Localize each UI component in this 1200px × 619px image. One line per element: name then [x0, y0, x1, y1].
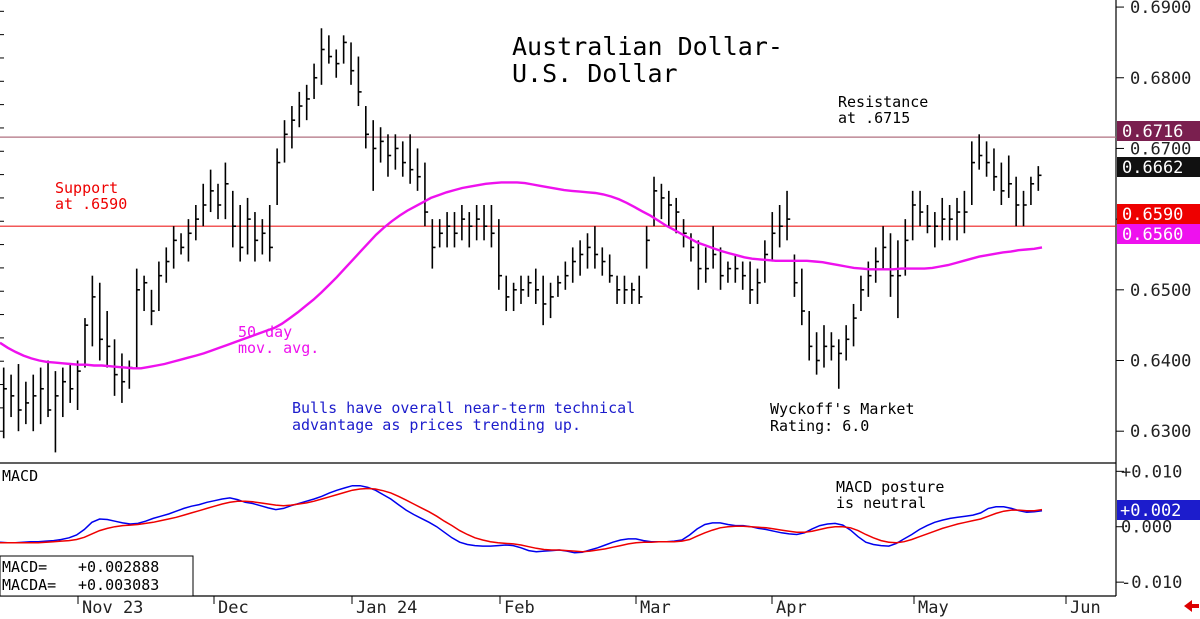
left-arrow-icon[interactable]: [1184, 600, 1199, 612]
moving-average-line: [0, 181, 1043, 370]
price-y-tick-label: 0.6400: [1130, 352, 1191, 372]
last-tag: [1117, 157, 1200, 177]
x-tick-label: Apr: [776, 598, 807, 618]
chart-subtitle: U.S. Dollar: [512, 59, 678, 88]
last-tag-label: 0.6662: [1122, 158, 1183, 178]
x-tick-label: May: [918, 598, 949, 618]
x-tick-label: Feb: [504, 598, 535, 618]
x-tick-label: Nov 23: [82, 598, 143, 618]
macd-value-tag: +0.002: [1117, 500, 1200, 521]
50-day-tag: [1117, 224, 1200, 244]
price-y-tick-label: 0.6800: [1130, 69, 1191, 89]
price-bars: [2, 28, 1042, 453]
macd-readout-value: +0.002888: [78, 558, 159, 576]
support-tag: [1117, 204, 1200, 224]
price-y-tick-label: 0.6700: [1130, 139, 1191, 159]
resistance-tag: [1117, 121, 1200, 141]
price-y-tick-label: 0.6900: [1130, 0, 1191, 18]
macd-annotation: MACD posture is neutral: [836, 478, 944, 512]
macd-readout-label: MACD=: [2, 558, 47, 576]
x-axis: Nov 23 Dec Jan 24 Feb Mar Apr May Jun: [77, 596, 1101, 618]
price-level-tags: 0.6716 0.6590 0.6662 0.6560: [1117, 121, 1200, 245]
support-tag-label: 0.6590: [1122, 205, 1183, 225]
macda-readout-label: MACDA=: [2, 576, 56, 594]
macd-tag-box: [1117, 500, 1200, 520]
macd-y-axis: +0.010 0.000 -0.010: [1116, 462, 1182, 593]
50-day-tag-label: 0.6560: [1122, 225, 1183, 245]
macda-readout-value: +0.003083: [78, 576, 159, 594]
x-tick-label: Mar: [640, 598, 671, 618]
macd-y-tick-label: 0.000: [1121, 518, 1172, 538]
resistance-tag-label: 0.6716: [1122, 122, 1183, 142]
ma-annotation: 50-day mov. avg.: [238, 323, 319, 357]
chart-title: Australian Dollar-: [512, 32, 783, 61]
x-tick-label: Dec: [218, 598, 249, 618]
support-annotation: Support at .6590: [55, 179, 127, 213]
commentary-annotation: Bulls have overall near-term technical ad…: [292, 399, 635, 434]
moving-average-layer: [0, 181, 1043, 370]
x-tick-label: Jan 24: [356, 598, 417, 618]
macd-readout-box: [0, 555, 194, 597]
resistance-annotation: Resistance at .6715: [838, 93, 928, 127]
macd-tag-label: +0.002: [1120, 501, 1181, 521]
macd-lines: [0, 484, 1043, 554]
macd-line: [0, 484, 1043, 554]
macd-y-tick-label: +0.010: [1121, 462, 1182, 482]
rating-annotation: Wyckoff's Market Rating: 6.0: [770, 400, 915, 435]
macd-panel-title: MACD: [2, 467, 38, 485]
macd-y-tick-label: -0.010: [1121, 573, 1182, 593]
price-y-tick-label: 0.6500: [1130, 281, 1191, 301]
macda-line: [0, 487, 1043, 553]
x-tick-label: Jun: [1070, 598, 1101, 618]
price-y-tick-label: 0.6300: [1130, 422, 1191, 442]
